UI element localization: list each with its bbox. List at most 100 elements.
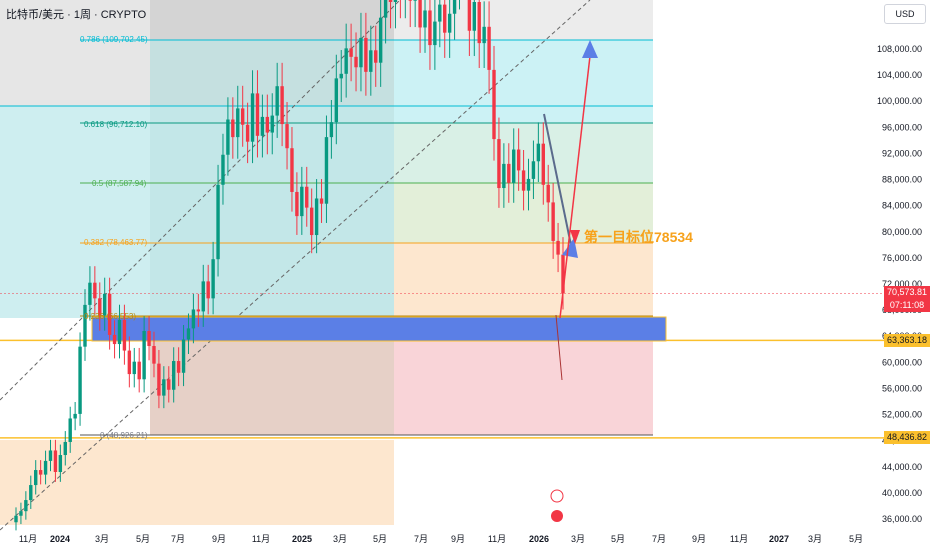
- projection-line-down: [543, 113, 573, 251]
- candle-body: [305, 186, 309, 208]
- candle-body: [300, 186, 304, 217]
- price-tick-label: 80,000.00: [882, 227, 922, 237]
- price-tick-label: 100,000.00: [877, 96, 922, 106]
- candle-body: [512, 149, 516, 183]
- candle-body: [216, 184, 220, 260]
- time-tick-label: 7月: [171, 534, 185, 544]
- candle-body: [186, 328, 191, 340]
- candle-body: [211, 259, 215, 299]
- price-tick-label: 44,000.00: [882, 462, 922, 472]
- candle-body: [171, 361, 176, 390]
- price-tick-label: 72,000.00: [882, 279, 922, 289]
- candle-body: [536, 143, 541, 162]
- candle-body: [265, 116, 270, 133]
- candle-body: [521, 170, 526, 191]
- price-tick-label: 92,000.00: [882, 148, 922, 158]
- candle-body: [53, 450, 58, 472]
- target-marker-icon: [570, 230, 580, 244]
- candle-body: [388, 0, 393, 2]
- price-tick-label: 84,000.00: [882, 201, 922, 211]
- candle-body: [14, 515, 18, 523]
- price-tick-label: 40,000.00: [882, 488, 922, 498]
- candle-body: [383, 0, 388, 18]
- candle-body: [314, 198, 319, 236]
- candle-body: [181, 339, 186, 373]
- candle-body: [309, 207, 314, 236]
- target-annotation[interactable]: 第一目标位78534: [584, 229, 693, 245]
- fib-label-0618: 0.618 (96,712.10): [84, 120, 148, 129]
- candle-body: [492, 69, 496, 140]
- candle-body: [127, 350, 132, 375]
- candle-body: [413, 0, 417, 1]
- candle-body: [270, 115, 274, 133]
- candle-body: [393, 0, 398, 2]
- candle-body: [206, 281, 210, 299]
- candle-body: [93, 282, 97, 299]
- time-tick-label: 5月: [611, 534, 625, 544]
- candle-body: [201, 281, 205, 312]
- fib-label-0: 0 (48,926.21): [100, 431, 148, 440]
- currency-button[interactable]: USD: [884, 4, 926, 24]
- candle-body: [152, 346, 156, 364]
- candle-body: [423, 10, 427, 28]
- candle-body: [167, 379, 171, 390]
- candle-body: [48, 450, 53, 461]
- price-tick-label: 36,000.00: [882, 514, 922, 524]
- candle-body: [531, 161, 536, 179]
- fib-zone-red: [394, 340, 653, 435]
- current-price-tag: 70,573.81 07:11:08: [884, 286, 930, 312]
- time-tick-label: 2027: [769, 534, 789, 544]
- candle-body: [73, 413, 77, 419]
- current-price-value: 70,573.81: [886, 287, 928, 297]
- time-tick-label: 2024: [50, 534, 70, 544]
- channel-line-lower: [0, 0, 591, 531]
- fib-label-0786: 0.786 (109,702.45): [80, 35, 148, 44]
- candle-body: [24, 500, 28, 512]
- flash-event-icon: [550, 489, 564, 503]
- candle-body: [29, 485, 33, 501]
- hline-price-tag-2: 48,436.82: [884, 431, 930, 444]
- candle-body: [369, 50, 373, 72]
- candle-body: [290, 148, 294, 192]
- candle-body: [240, 108, 245, 125]
- candle-body: [482, 26, 486, 44]
- hline-price-tag-1: 63,363.18: [884, 334, 930, 347]
- candle-body: [295, 191, 299, 217]
- candle-body: [88, 282, 92, 305]
- price-tick-label: 88,000.00: [882, 175, 922, 185]
- projection-line-up: [559, 55, 591, 319]
- candle-body: [349, 48, 353, 57]
- time-tick-label: 5月: [373, 534, 387, 544]
- candle-body: [231, 119, 235, 138]
- candle-body: [561, 254, 565, 294]
- candle-body: [344, 48, 348, 74]
- candle-body: [472, 2, 476, 31]
- time-tick-label: 2026: [529, 534, 549, 544]
- symbol-title[interactable]: 比特币/美元 · 1周 · CRYPTO: [6, 9, 147, 21]
- fib-zone-0382: [394, 243, 653, 316]
- candle-body: [245, 124, 250, 142]
- candle-body: [378, 17, 383, 63]
- candle-body: [546, 184, 550, 203]
- candle-body: [275, 86, 279, 116]
- fib-zone-upper: [150, 40, 394, 318]
- price-tick-label: 60,000.00: [882, 357, 922, 367]
- countdown-value: 07:11:08: [889, 300, 925, 310]
- candle-body: [260, 116, 265, 136]
- candle-body: [117, 319, 122, 345]
- candle-body: [324, 137, 329, 204]
- time-tick-label: 11月: [488, 534, 506, 544]
- time-tick-label: 3月: [571, 534, 585, 544]
- time-tick-label: 2025: [292, 534, 312, 544]
- candle-body: [250, 93, 255, 142]
- time-tick-label: 7月: [414, 534, 428, 544]
- candle-body: [68, 418, 72, 442]
- time-tick-label: 3月: [95, 534, 109, 544]
- time-tick-label: 9月: [451, 534, 465, 544]
- candle-body: [516, 149, 521, 171]
- candle-body: [556, 240, 560, 255]
- candle-body: [38, 470, 43, 475]
- time-tick-label: 11月: [19, 534, 37, 544]
